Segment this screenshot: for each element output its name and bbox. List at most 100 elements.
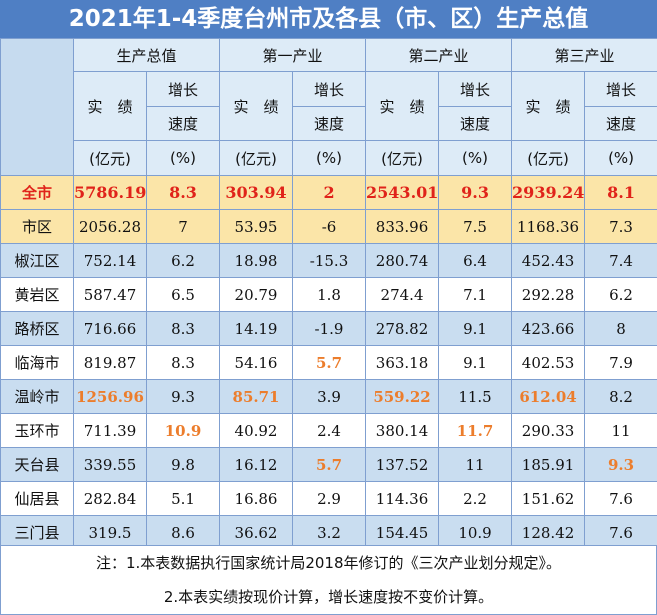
unit-actual: (亿元) <box>365 140 440 176</box>
cell-value: 716.66 <box>73 311 147 346</box>
cell-value: 278.82 <box>365 311 440 346</box>
cell-value: 54.16 <box>219 345 294 380</box>
cell-value: 274.4 <box>365 277 440 312</box>
cell-value: 8.1 <box>584 175 657 210</box>
cell-value: 7.5 <box>438 209 513 244</box>
cell-value: 185.91 <box>511 447 586 482</box>
cell-value: 1.8 <box>292 277 367 312</box>
table-row: 温岭市 1256.96 9.3 85.71 3.9 559.22 11.5 61… <box>0 379 657 414</box>
header-row-units: (亿元) (%) (亿元) (%) (亿元) (%) (亿元) (%) <box>1 140 657 176</box>
table-row: 玉环市 711.39 10.9 40.92 2.4 380.14 11.7 29… <box>0 413 657 448</box>
cell-value: 16.86 <box>219 481 294 516</box>
cell-value: 9.1 <box>438 311 513 346</box>
header-group-tertiary: 第三产业 <box>511 38 657 72</box>
footnote-1: 注：1.本表数据执行国家统计局2018年修订的《三次产业划分规定》。 <box>0 545 657 581</box>
cell-value-highlight: 11.7 <box>438 413 513 448</box>
cell-value-highlight: 9.3 <box>584 447 657 482</box>
cell-value: 11 <box>438 447 513 482</box>
table-row: 市区 2056.28 7 53.95 -6 833.96 7.5 1168.36… <box>0 209 657 244</box>
cell-value: 7.6 <box>584 515 657 550</box>
row-name: 天台县 <box>0 447 74 482</box>
header-group-primary: 第一产业 <box>219 38 367 72</box>
cell-value: 7 <box>145 209 221 244</box>
cell-value: 16.12 <box>219 447 294 482</box>
row-name: 温岭市 <box>0 379 74 414</box>
cell-value: 20.79 <box>219 277 294 312</box>
cell-value: 8.3 <box>145 311 221 346</box>
cell-value: 7.3 <box>584 209 657 244</box>
table-row: 仙居县 282.84 5.1 16.86 2.9 114.36 2.2 151.… <box>0 481 657 516</box>
header-row-groups: 生产总值 第一产业 第二产业 第三产业 <box>0 38 657 176</box>
header-row-labels: 实 绩 增长 实 绩 增长 实 绩 增长 实 绩 增长 <box>1 71 657 141</box>
row-name: 临海市 <box>0 345 74 380</box>
unit-growth: (%) <box>145 140 221 176</box>
cell-value: 11 <box>584 413 657 448</box>
cell-value: 7.1 <box>438 277 513 312</box>
cell-value: 8.3 <box>145 175 221 210</box>
cell-value: 137.52 <box>365 447 440 482</box>
cell-value: 9.3 <box>438 175 513 210</box>
table-row: 黄岩区 587.47 6.5 20.79 1.8 274.4 7.1 292.2… <box>0 277 657 312</box>
header-growth: 增长 <box>292 71 367 107</box>
cell-value: 6.5 <box>145 277 221 312</box>
footnote-2: 2.本表实绩按现价计算，增长速度按不变价计算。 <box>0 580 657 615</box>
table-row: 路桥区 716.66 8.3 14.19 -1.9 278.82 9.1 423… <box>0 311 657 346</box>
unit-growth: (%) <box>292 140 367 176</box>
cell-value: 53.95 <box>219 209 294 244</box>
cell-value: 282.84 <box>73 481 147 516</box>
cell-value: 1168.36 <box>511 209 586 244</box>
cell-value: 303.94 <box>219 175 294 210</box>
cell-value: 9.3 <box>145 379 221 414</box>
table-title: 2021年1-4季度台州市及各县（市、区）生产总值 <box>0 0 657 38</box>
cell-value: 6.4 <box>438 243 513 278</box>
cell-value: -15.3 <box>292 243 367 278</box>
table-row-total: 全市 5786.19 8.3 303.94 2 2543.01 9.3 2939… <box>0 175 657 210</box>
header-group-gdp: 生产总值 <box>72 38 221 72</box>
cell-value: 7.9 <box>584 345 657 380</box>
cell-value: 280.74 <box>365 243 440 278</box>
cell-value: -1.9 <box>292 311 367 346</box>
cell-value: 2 <box>292 175 367 210</box>
cell-value: 402.53 <box>511 345 586 380</box>
cell-value-highlight: 5.7 <box>292 447 367 482</box>
cell-value-highlight: 85.71 <box>219 379 294 414</box>
header-actual: 实 绩 <box>73 71 147 141</box>
header-group-secondary: 第二产业 <box>365 38 513 72</box>
cell-value: 40.92 <box>219 413 294 448</box>
header-speed: 速度 <box>292 106 367 141</box>
cell-value: 6.2 <box>584 277 657 312</box>
unit-actual: (亿元) <box>73 140 147 176</box>
row-name: 路桥区 <box>0 311 74 346</box>
cell-value: 36.62 <box>219 515 294 550</box>
cell-value: 114.36 <box>365 481 440 516</box>
cell-value-highlight: 5.7 <box>292 345 367 380</box>
cell-value: 292.28 <box>511 277 586 312</box>
cell-value: 452.43 <box>511 243 586 278</box>
cell-value: 8.3 <box>145 345 221 380</box>
cell-value: 339.55 <box>73 447 147 482</box>
cell-value: 14.19 <box>219 311 294 346</box>
cell-value: 2.9 <box>292 481 367 516</box>
table-row: 临海市 819.87 8.3 54.16 5.7 363.18 9.1 402.… <box>0 345 657 380</box>
cell-value: 2.2 <box>438 481 513 516</box>
row-name: 仙居县 <box>0 481 74 516</box>
header-row-labels-2: 速度 速度 速度 速度 <box>1 106 657 141</box>
header-growth: 增长 <box>584 71 657 107</box>
cell-value: 9.1 <box>438 345 513 380</box>
header-growth: 增长 <box>438 71 513 107</box>
cell-value: 3.9 <box>292 379 367 414</box>
row-name: 市区 <box>0 209 74 244</box>
cell-value: 6.2 <box>145 243 221 278</box>
unit-growth: (%) <box>438 140 513 176</box>
cell-value: 7.6 <box>584 481 657 516</box>
cell-value: 833.96 <box>365 209 440 244</box>
cell-value-highlight: 1256.96 <box>73 379 147 414</box>
header-speed: 速度 <box>438 106 513 141</box>
cell-value: 290.33 <box>511 413 586 448</box>
cell-value: 423.66 <box>511 311 586 346</box>
cell-value: 154.45 <box>365 515 440 550</box>
cell-value: 7.4 <box>584 243 657 278</box>
cell-value: 10.9 <box>438 515 513 550</box>
cell-value-highlight: 612.04 <box>511 379 586 414</box>
